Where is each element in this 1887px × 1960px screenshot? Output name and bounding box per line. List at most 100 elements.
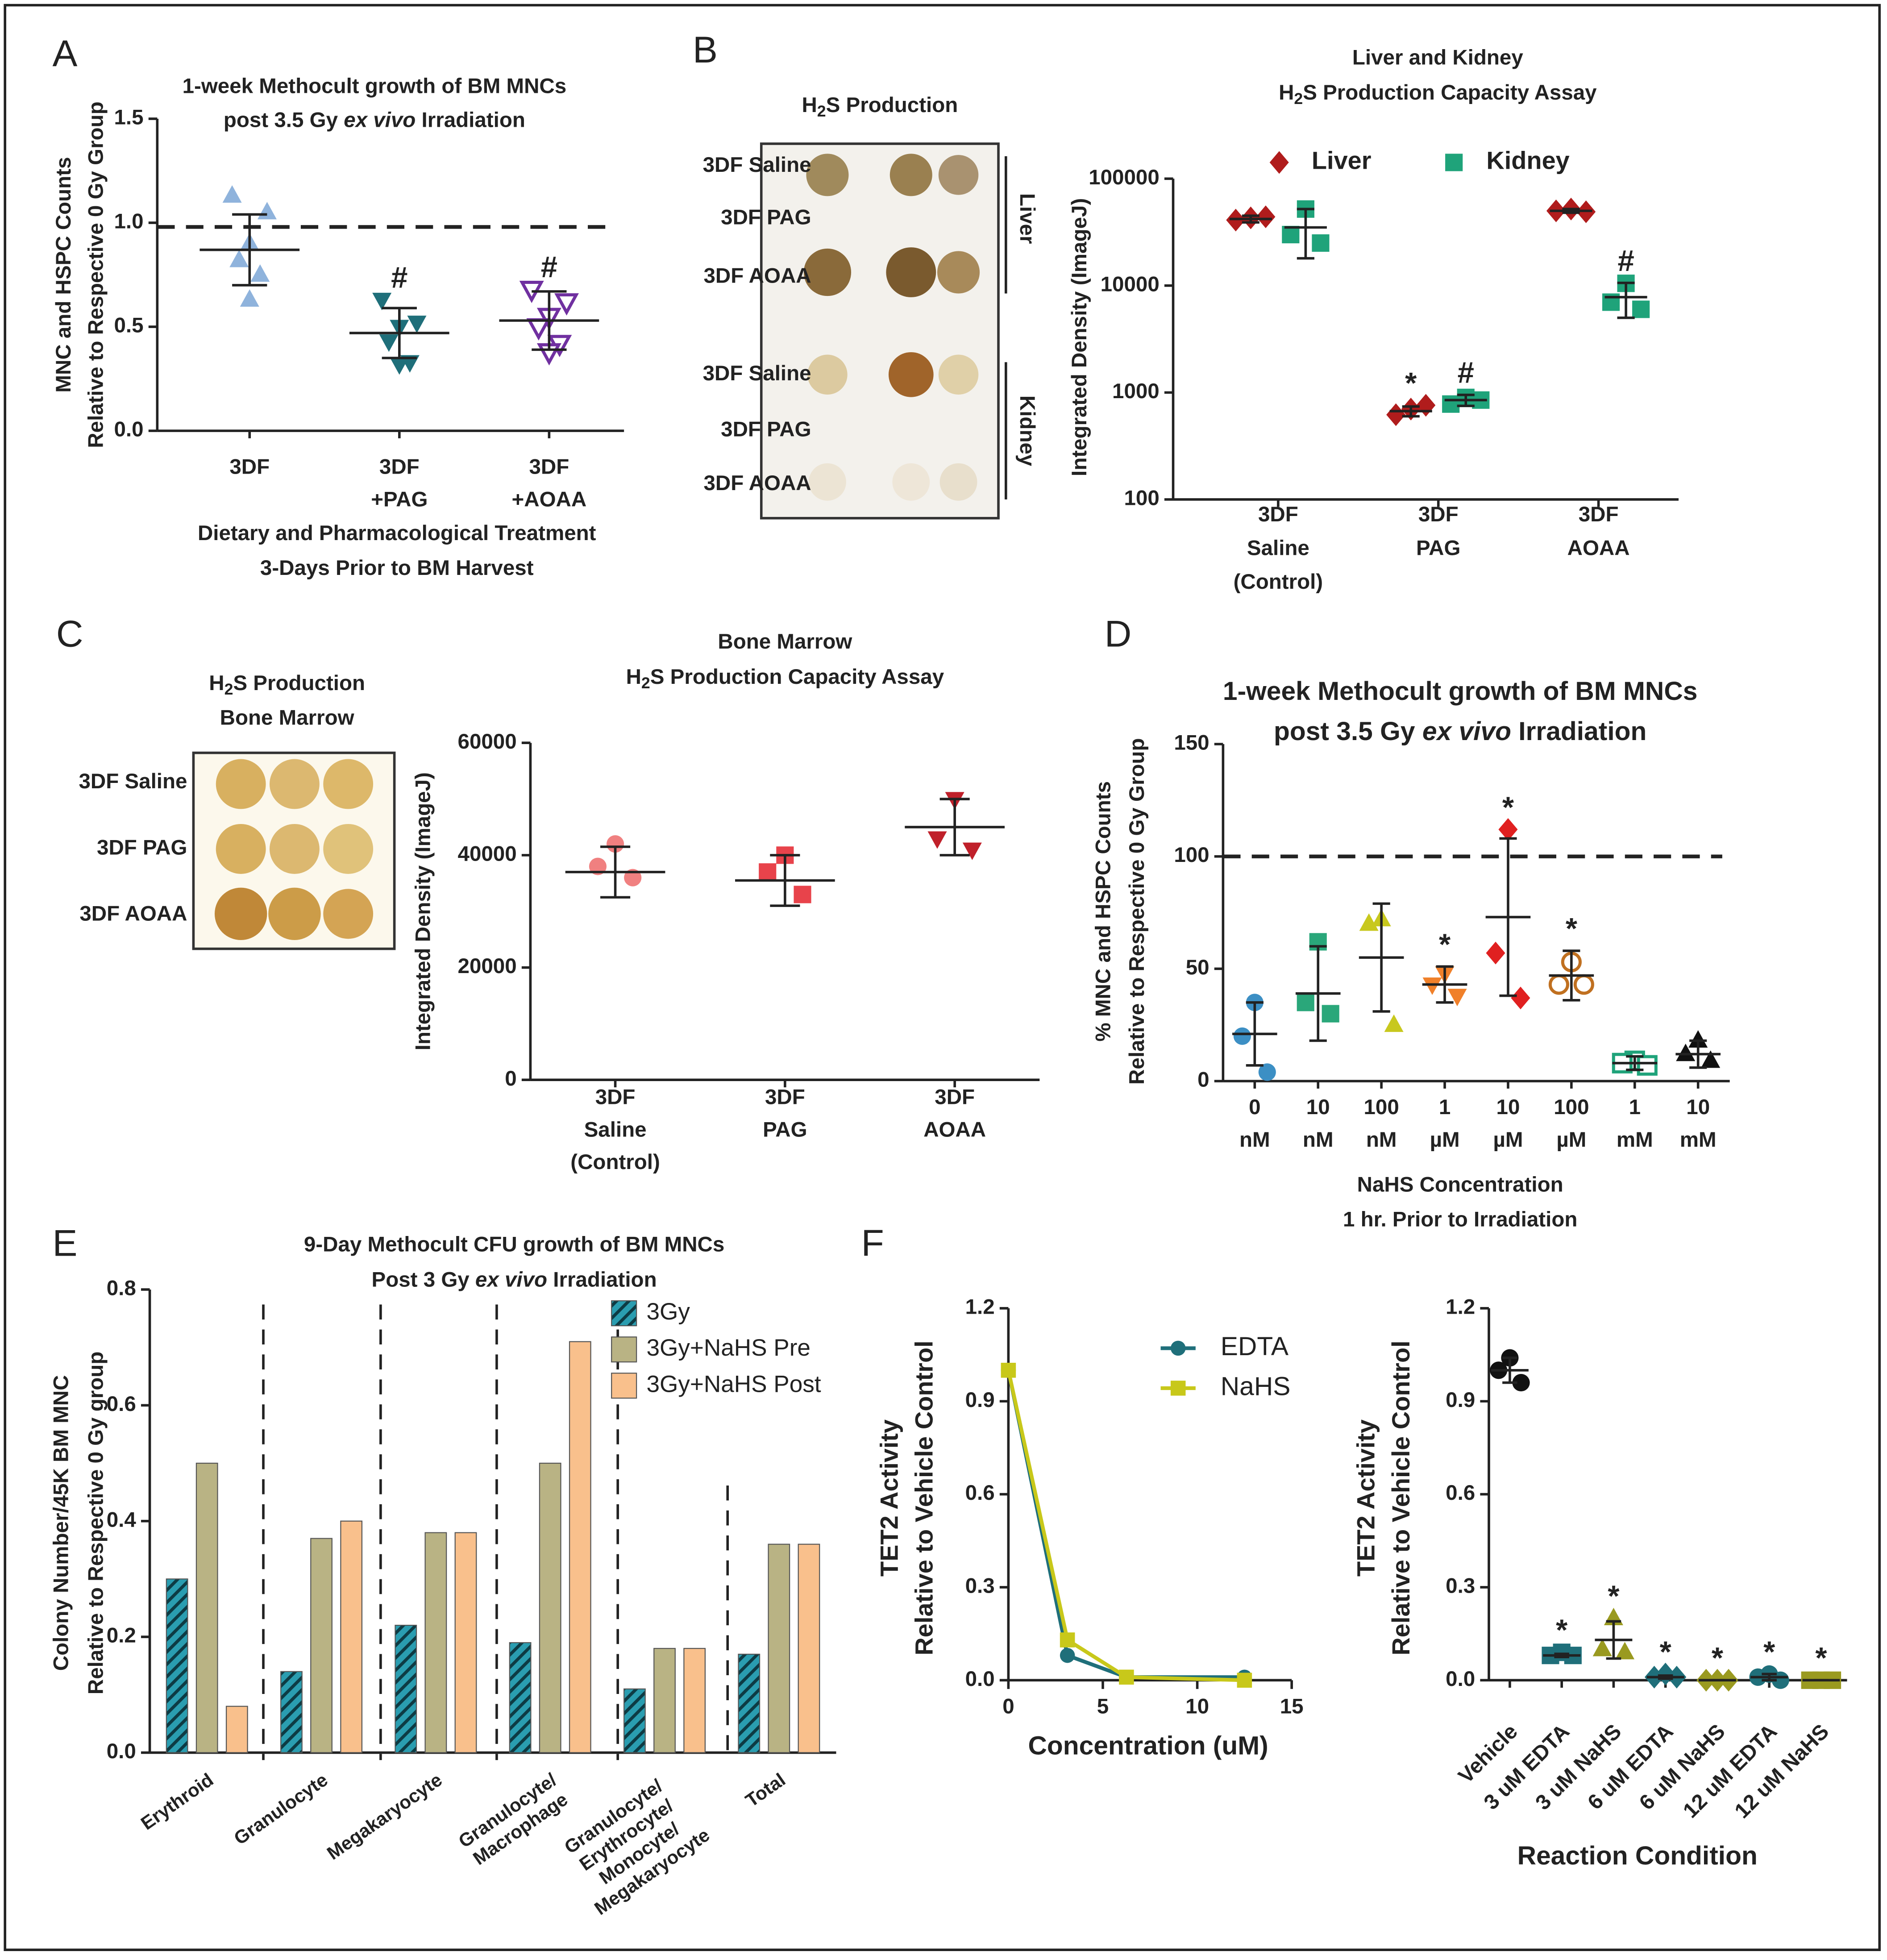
blot-title: Bone Marrow — [220, 706, 355, 730]
blot-row-label: 3DF AOAA — [79, 902, 187, 926]
x-tick-label: 3DF — [1579, 503, 1619, 526]
point — [1233, 1027, 1251, 1045]
error-bar — [1309, 945, 1327, 1042]
point — [1676, 1044, 1696, 1061]
panel-letter: F — [861, 1222, 884, 1264]
point — [1771, 1671, 1789, 1689]
point — [1119, 1669, 1134, 1685]
blot-row-label: 3DF Saline — [79, 770, 187, 793]
y-tick-label: 100 — [1174, 843, 1209, 867]
legend-label: Kidney — [1486, 146, 1569, 175]
bar — [738, 1653, 761, 1753]
chart-title-part: ex vivo — [1422, 716, 1511, 745]
point — [794, 886, 811, 903]
error-bar — [1246, 1001, 1264, 1067]
chart-title: Post 3 Gy ex vivo Irradiation — [372, 1268, 657, 1291]
error-bar — [1617, 281, 1635, 319]
x-tick-label: 3DF — [935, 1086, 975, 1109]
y-axis-label: Relative to Respective 0 Gy Group — [84, 101, 108, 448]
y-tick-label: 60000 — [458, 730, 517, 753]
x-tick-label: 3DF — [379, 455, 420, 479]
x-tick-label: 3DF — [1418, 503, 1459, 526]
blot-title: H2S Production — [802, 93, 958, 121]
point — [1422, 977, 1442, 995]
x-tick-label: +PAG — [371, 487, 428, 511]
bar — [509, 1642, 532, 1753]
point — [229, 250, 249, 267]
legend-label: EDTA — [1221, 1332, 1289, 1361]
bone-marrow-blot — [192, 751, 396, 950]
blot-row-label: 3DF Saline — [703, 362, 811, 385]
significance-mark: * — [1763, 1635, 1775, 1669]
legend-label: 3Gy+NaHS Pre — [646, 1335, 810, 1361]
chart-title-part: S Production Capacity Assay — [1303, 81, 1597, 104]
chart-title: Liver and Kidney — [1352, 46, 1523, 69]
x-tick-label: 0 — [1002, 1694, 1014, 1718]
y-tick-label: 0.0 — [965, 1667, 995, 1691]
bar — [623, 1688, 646, 1753]
chart-title: Bone Marrow — [718, 630, 852, 653]
y-tick-label: 0.6 — [107, 1392, 136, 1416]
x-axis-label: 3-Days Prior to BM Harvest — [260, 556, 534, 580]
point — [1312, 234, 1330, 252]
blot-title-part: H — [802, 93, 817, 117]
y-tick-label: 0 — [1197, 1068, 1209, 1092]
y-axis-label: Relative to Respective 0 Gy Group — [1125, 738, 1149, 1085]
significance-mark: * — [1502, 791, 1514, 824]
y-tick-label: 1.2 — [1446, 1295, 1475, 1319]
chart-title-part: 2 — [641, 674, 650, 692]
y-tick-label: 0.0 — [1446, 1667, 1475, 1691]
point — [250, 264, 270, 282]
point — [1512, 1374, 1530, 1392]
chart-title-part: Irradiation — [1511, 716, 1646, 745]
panel-letter: A — [52, 32, 77, 74]
blot-title-part: S Production — [826, 93, 958, 117]
bar — [340, 1520, 363, 1753]
chart-title: post 3.5 Gy ex vivo Irradiation — [1274, 716, 1646, 745]
x-axis-label: Concentration (uM) — [1028, 1731, 1268, 1760]
x-tick-label: mM — [1680, 1128, 1717, 1152]
y-axis-label: TET2 Activity — [1352, 1419, 1380, 1577]
y-tick-label: 0.8 — [107, 1277, 136, 1300]
point — [1688, 1030, 1708, 1048]
error-bar — [1606, 1620, 1621, 1660]
y-axis-label: Colony Number/45K BM MNC — [49, 1375, 73, 1671]
error-bar — [1689, 1039, 1707, 1069]
bar — [195, 1462, 218, 1753]
point — [240, 289, 259, 307]
x-tick-label: mM — [1617, 1128, 1653, 1152]
error-bar — [1626, 1055, 1644, 1071]
significance-mark: # — [1617, 244, 1634, 278]
point — [1170, 1381, 1186, 1396]
bar — [569, 1341, 591, 1753]
chart-title-part: post 3.5 Gy — [224, 108, 344, 132]
x-axis-label: Reaction Condition — [1517, 1841, 1758, 1870]
point — [1548, 974, 1569, 995]
y-axis-label: % MNC and HSPC Counts — [1091, 781, 1115, 1041]
point — [1592, 1639, 1612, 1656]
blot-title-part: S Production — [233, 671, 365, 695]
chart-title: post 3.5 Gy ex vivo Irradiation — [224, 108, 525, 132]
blot-row-label: 3DF PAG — [97, 836, 187, 859]
y-tick-label: 0.3 — [965, 1574, 995, 1598]
x-tick-label: 5 — [1097, 1694, 1109, 1718]
chart-title-part: Irradiation — [547, 1268, 657, 1291]
bar — [395, 1624, 417, 1753]
liver-kidney-blot — [760, 142, 1007, 520]
blot-row-label: 3DF AOAA — [703, 471, 811, 495]
x-tick-label: 3DF — [529, 455, 569, 479]
y-tick-label: 10000 — [1101, 272, 1160, 296]
blot-title-part: H — [209, 671, 224, 695]
legend-label: 3Gy — [646, 1298, 690, 1325]
x-tick-label: 1 — [1439, 1095, 1451, 1119]
chart-title-part: post 3.5 Gy — [1274, 716, 1422, 745]
bar — [798, 1544, 820, 1753]
point — [1297, 994, 1314, 1011]
x-tick-label: 10 — [1185, 1694, 1209, 1718]
point — [1282, 225, 1300, 244]
significance-mark: # — [541, 250, 557, 284]
chart-title: 1-week Methocult growth of BM MNCs — [183, 75, 567, 98]
x-tick-label: AOAA — [1567, 536, 1630, 560]
significance-mark: # — [391, 261, 407, 295]
